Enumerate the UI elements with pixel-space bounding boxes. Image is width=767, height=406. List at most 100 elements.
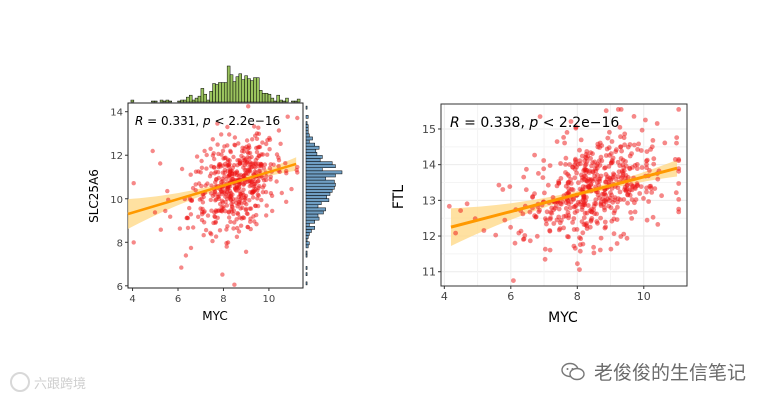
- data-point: [240, 145, 245, 150]
- data-point: [229, 209, 234, 214]
- data-point: [236, 141, 241, 146]
- data-point: [549, 210, 555, 216]
- data-point: [585, 203, 591, 208]
- top-hist-bar: [218, 82, 222, 103]
- right-hist-bar: [305, 253, 308, 258]
- top-hist-bar: [200, 88, 205, 103]
- fit-line: [127, 162, 297, 216]
- data-point: [572, 175, 578, 181]
- right-hist-bar: [305, 198, 330, 202]
- data-point: [643, 117, 648, 123]
- data-point: [254, 149, 260, 155]
- data-point: [565, 197, 570, 203]
- top-hist-bar: [165, 99, 170, 103]
- data-point: [646, 199, 651, 204]
- data-point: [652, 186, 658, 192]
- data-point: [619, 148, 624, 154]
- data-point: [253, 158, 258, 163]
- data-point: [577, 248, 583, 254]
- right-hist-bar: [305, 170, 343, 175]
- data-point: [239, 153, 244, 159]
- data-point: [632, 200, 637, 206]
- right-annotation: R = 0.338, p < 2.2e−16: [450, 115, 619, 131]
- data-point: [676, 197, 682, 202]
- data-point: [231, 154, 236, 160]
- data-point: [628, 210, 633, 215]
- data-point: [595, 172, 600, 178]
- data-point: [563, 206, 569, 211]
- data-point: [618, 107, 624, 112]
- data-point: [196, 214, 201, 219]
- right-plot-border: [440, 103, 688, 287]
- data-point: [532, 191, 537, 197]
- data-point: [225, 196, 230, 201]
- data-point: [676, 107, 682, 112]
- data-point: [622, 131, 628, 137]
- right-x-axis-label: MYC: [548, 310, 578, 326]
- right-hist-bar: [305, 142, 315, 147]
- data-point: [285, 114, 290, 119]
- data-point: [644, 162, 649, 167]
- top-hist-bar: [270, 97, 275, 103]
- data-point: [607, 175, 613, 181]
- top-hist-bar: [279, 99, 283, 103]
- data-point: [662, 140, 668, 146]
- top-hist-bar: [273, 100, 277, 103]
- y-tick-label: 14: [110, 108, 123, 119]
- right-hist-bar: [305, 182, 336, 187]
- data-point: [625, 175, 631, 180]
- data-point: [274, 152, 280, 157]
- data-point: [567, 205, 573, 211]
- data-point: [260, 140, 265, 145]
- data-point: [248, 190, 253, 195]
- right-marginal-histogram: [305, 105, 343, 286]
- right-hist-bar: [305, 216, 320, 221]
- data-point: [295, 170, 300, 175]
- right-hist-bar: [305, 213, 319, 218]
- data-point: [641, 196, 646, 201]
- data-point: [638, 148, 644, 153]
- data-point: [261, 183, 267, 188]
- data-point: [211, 151, 216, 156]
- data-point: [561, 135, 566, 140]
- right-hist-bar: [305, 266, 308, 270]
- data-point: [256, 178, 261, 183]
- data-point: [220, 176, 225, 182]
- left-y-ticks: 6 8 10 12 14: [110, 108, 128, 293]
- data-point: [577, 158, 583, 164]
- data-point: [213, 209, 219, 214]
- data-point: [210, 238, 215, 244]
- top-hist-bar: [241, 79, 245, 103]
- data-point: [556, 206, 562, 212]
- data-point: [234, 188, 239, 193]
- data-point: [611, 231, 617, 237]
- data-point: [632, 142, 637, 148]
- top-hist-bar: [162, 100, 167, 103]
- data-point: [556, 214, 562, 220]
- data-point: [270, 208, 275, 214]
- data-point: [582, 162, 588, 168]
- top-hist-bar: [215, 84, 219, 103]
- data-point: [224, 227, 229, 232]
- data-point: [220, 272, 225, 277]
- data-point: [542, 190, 547, 196]
- data-point: [224, 241, 229, 246]
- data-point: [215, 142, 220, 147]
- data-point: [674, 135, 680, 141]
- data-point: [241, 149, 247, 154]
- data-point: [264, 141, 269, 147]
- watermark-left: 六跟跨境: [10, 372, 86, 392]
- data-point: [606, 145, 612, 151]
- data-point: [629, 216, 635, 221]
- data-point: [632, 209, 638, 215]
- data-point: [558, 161, 563, 166]
- data-point: [238, 206, 243, 211]
- data-point: [237, 185, 242, 190]
- data-point: [567, 162, 572, 167]
- data-point: [231, 226, 236, 231]
- y-tick-label: 15: [422, 123, 436, 136]
- data-point: [651, 156, 657, 162]
- top-hist-bar: [154, 100, 158, 103]
- data-point: [536, 171, 541, 176]
